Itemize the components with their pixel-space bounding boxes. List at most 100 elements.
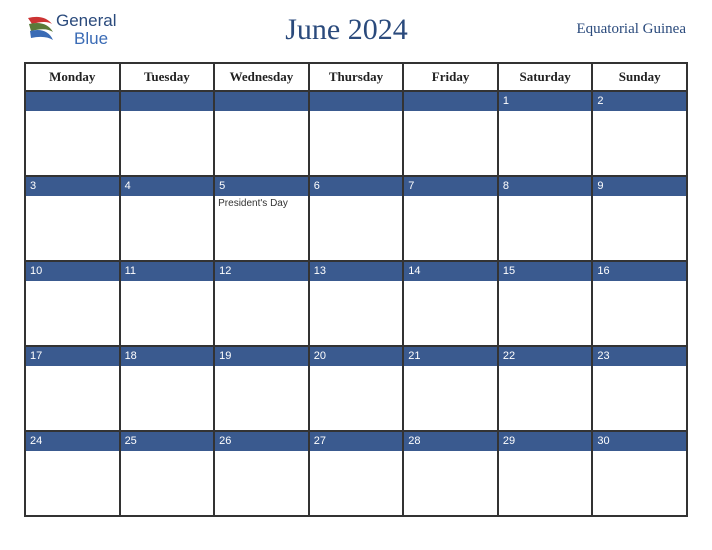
calendar-cell: 22 [498,346,593,431]
country-label: Equatorial Guinea [576,21,686,38]
date-number: 19 [219,350,231,362]
logo-text: General Blue [56,12,116,48]
calendar-cell: 13 [309,261,404,346]
calendar-cell: 30 [592,431,687,516]
date-strip: 18 [121,347,214,366]
date-number: 28 [408,435,420,447]
calendar-event: President's Day [215,196,308,211]
calendar-header: General Blue June 2024 Equatorial Guinea [24,12,688,48]
calendar-cell: 21 [403,346,498,431]
date-number: 8 [503,180,509,192]
date-strip: 25 [121,432,214,451]
calendar-cell [25,91,120,176]
date-number: 17 [30,350,42,362]
date-strip: 7 [404,177,497,196]
date-strip: 28 [404,432,497,451]
calendar-cell: 15 [498,261,593,346]
date-strip: 5 [215,177,308,196]
date-strip: 6 [310,177,403,196]
date-strip-empty [404,92,497,111]
date-number: 25 [125,435,137,447]
date-strip: 22 [499,347,592,366]
date-strip: 23 [593,347,686,366]
date-strip: 24 [26,432,119,451]
calendar-grid: MondayTuesdayWednesdayThursdayFridaySatu… [24,62,688,517]
date-strip: 4 [121,177,214,196]
date-number: 2 [597,95,603,107]
calendar-week: 12 [25,91,687,176]
date-number: 16 [597,265,609,277]
date-number: 14 [408,265,420,277]
date-number: 9 [597,180,603,192]
date-number: 29 [503,435,515,447]
date-strip: 1 [499,92,592,111]
calendar-cell: 16 [592,261,687,346]
date-strip-empty [26,92,119,111]
date-strip: 15 [499,262,592,281]
logo-line1: General [56,12,116,30]
calendar-cell: 25 [120,431,215,516]
logo-swoosh-icon [26,14,54,46]
date-number: 12 [219,265,231,277]
date-strip: 17 [26,347,119,366]
date-strip: 3 [26,177,119,196]
day-header-row: MondayTuesdayWednesdayThursdayFridaySatu… [25,63,687,91]
calendar-cell: 20 [309,346,404,431]
calendar-cell: 6 [309,176,404,261]
date-number: 15 [503,265,515,277]
calendar-cell: 14 [403,261,498,346]
calendar-cell: 8 [498,176,593,261]
calendar-cell: 3 [25,176,120,261]
day-header: Tuesday [120,63,215,91]
date-strip: 19 [215,347,308,366]
calendar-cell: 19 [214,346,309,431]
calendar-cell: 11 [120,261,215,346]
calendar-cell: 27 [309,431,404,516]
calendar-cell: 5 President's Day [214,176,309,261]
date-number: 27 [314,435,326,447]
date-number: 10 [30,265,42,277]
date-strip: 16 [593,262,686,281]
date-number: 18 [125,350,137,362]
day-header: Monday [25,63,120,91]
calendar-week: 17 18 19 20 21 22 23 [25,346,687,431]
date-strip-empty [310,92,403,111]
logo-line2: Blue [74,30,116,48]
date-strip: 20 [310,347,403,366]
day-header: Friday [403,63,498,91]
date-number: 3 [30,180,36,192]
calendar-week: 3 4 5 President's Day678 9 [25,176,687,261]
day-header: Sunday [592,63,687,91]
date-strip: 13 [310,262,403,281]
calendar-cell [214,91,309,176]
calendar-cell: 26 [214,431,309,516]
calendar-cell: 12 [214,261,309,346]
brand-logo: General Blue [26,12,116,48]
calendar-title: June 2024 [285,13,408,47]
date-strip: 30 [593,432,686,451]
date-number: 4 [125,180,131,192]
date-strip: 9 [593,177,686,196]
date-strip: 12 [215,262,308,281]
calendar-cell: 7 [403,176,498,261]
date-number: 26 [219,435,231,447]
calendar-cell: 23 [592,346,687,431]
calendar-cell: 10 [25,261,120,346]
calendar-cell: 2 [592,91,687,176]
date-strip: 29 [499,432,592,451]
calendar-cell: 4 [120,176,215,261]
date-strip: 27 [310,432,403,451]
calendar-weeks: 12345President's Day67891011121314151617… [25,91,687,516]
date-number: 30 [597,435,609,447]
calendar-cell [120,91,215,176]
calendar-cell: 17 [25,346,120,431]
date-number: 5 [219,180,225,192]
date-number: 22 [503,350,515,362]
date-number: 23 [597,350,609,362]
day-header: Thursday [309,63,404,91]
date-number: 1 [503,95,509,107]
date-number: 21 [408,350,420,362]
calendar-week: 10 11 12 13 14 15 16 [25,261,687,346]
calendar-cell: 28 [403,431,498,516]
calendar-cell: 9 [592,176,687,261]
